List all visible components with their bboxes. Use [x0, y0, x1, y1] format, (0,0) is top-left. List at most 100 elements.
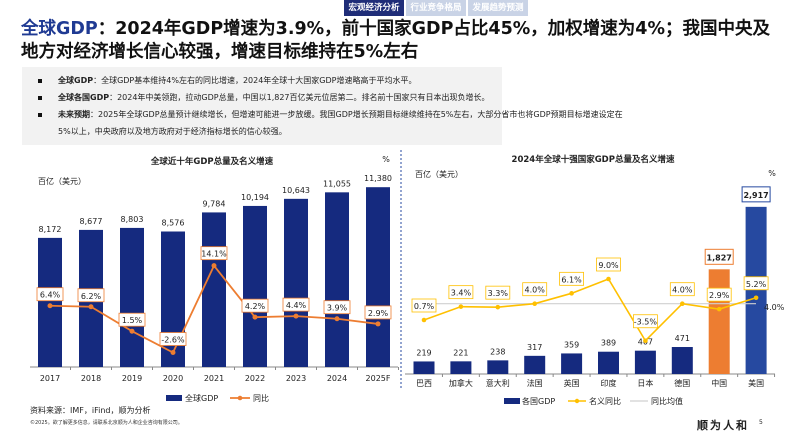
growth-label-box	[669, 282, 695, 297]
growth-label: 14.1%	[201, 250, 227, 259]
growth-point	[88, 304, 94, 310]
average-label: 4.0%	[764, 303, 785, 312]
logo: 顺为人和	[697, 419, 749, 432]
legend-label-average: 同比均值	[651, 396, 683, 406]
growth-point	[129, 328, 135, 334]
growth-label-box	[485, 285, 511, 300]
growth-label: 1.5%	[122, 316, 143, 325]
x-tick-label: 日本	[637, 378, 653, 388]
legend-label-gdp: 全球GDP	[185, 393, 218, 403]
bar-country-gdp	[561, 353, 583, 374]
y2-axis-label: %	[382, 155, 390, 164]
growth-point	[753, 295, 759, 301]
bar-value-label: 221	[453, 348, 468, 357]
x-tick-label: 2017	[40, 374, 60, 383]
bar-value-box	[704, 248, 734, 265]
bar-value-label: 10,194	[241, 193, 269, 202]
bar-value-label: 389	[601, 339, 616, 348]
x-tick-label: 2023	[286, 374, 306, 383]
growth-label-box	[559, 271, 584, 286]
bar-gdp	[202, 212, 226, 367]
x-tick-label: 法国	[527, 378, 543, 388]
x-tick-label: 巴西	[416, 379, 432, 388]
bar-gdp	[120, 227, 144, 367]
growth-label: -3.5%	[634, 318, 658, 327]
bullet-item: 未来预期：2025年全球GDP总量预计继续增长，但增速可能进一步放缓。我国GDP…	[36, 106, 623, 123]
bar-gdp	[38, 237, 62, 367]
growth-point	[170, 350, 176, 356]
bar-country-gdp	[524, 355, 546, 374]
x-tick-label: 2021	[204, 374, 224, 383]
growth-label: 4.0%	[525, 286, 546, 295]
tab-competition[interactable]: 行业竞争格局	[406, 0, 466, 16]
growth-point	[532, 301, 537, 306]
x-tick-label: 2020	[163, 374, 183, 383]
bar-value-label: 8,576	[162, 218, 185, 227]
bar-value-label: 219	[416, 348, 431, 357]
x-tick-label: 中国	[711, 378, 727, 388]
growth-label: 0.7%	[414, 302, 435, 311]
legend-label-gdp: 各国GDP	[522, 396, 555, 406]
growth-point	[716, 306, 722, 312]
bar-value-label: 317	[527, 343, 542, 352]
growth-label: 3.9%	[327, 304, 348, 313]
growth-label: -2.6%	[161, 336, 185, 345]
growth-line	[423, 278, 757, 343]
bar-value-label: 2,917	[743, 191, 768, 200]
title-rest: ：2024年GDP增速为3.9%，前十国家GDP占比45%，加权增速为4%；我国…	[21, 19, 770, 62]
bar-value-label: 8,803	[121, 215, 144, 224]
bar-gdp	[325, 192, 349, 367]
growth-point	[458, 304, 464, 309]
bar-value-label: 8,677	[80, 217, 103, 226]
legend-swatch-gdp	[504, 398, 520, 404]
growth-point	[375, 321, 381, 327]
growth-point	[47, 303, 53, 309]
growth-label-box	[282, 297, 310, 312]
bullet-text: ：2024年中美领跑，拉动GDP总量，中国以1,827百亿美元位居第二。排名前十…	[109, 93, 490, 102]
growth-point	[211, 263, 217, 269]
bar-value-label: 471	[675, 334, 690, 343]
bar-value-label: 1,827	[707, 253, 732, 262]
growth-point	[421, 317, 427, 323]
x-tick-label: 印度	[601, 378, 617, 388]
bar-country-gdp	[708, 269, 730, 374]
growth-point	[495, 304, 501, 310]
growth-label: 3.3%	[488, 289, 509, 298]
bar-country-gdp	[450, 361, 472, 374]
bullet-text: ：全球GDP基本维持4%左右的同比增速，2024年全球十大国家GDP增速略高于平…	[93, 76, 417, 85]
bullet-heading: 全球各国GDP	[58, 93, 110, 102]
chart-title: 全球近十年GDP总量及名义增速	[150, 156, 274, 167]
bar-gdp	[161, 231, 185, 367]
bullet-item: 全球各国GDP：2024年中美领跑，拉动GDP总量，中国以1,827百亿美元位居…	[36, 89, 502, 106]
bar-value-label: 238	[490, 347, 505, 356]
growth-label: 2.9%	[709, 291, 730, 300]
growth-point	[643, 338, 648, 344]
x-tick-label: 英国	[564, 378, 580, 388]
bar-value-label: 359	[564, 340, 579, 349]
growth-label-box	[323, 300, 351, 315]
bar-value-label: 11,380	[364, 174, 392, 183]
page-title: 全球GDP：2024年GDP增速为3.9%，前十国家GDP占比45%，加权增速为…	[21, 18, 786, 64]
growth-point	[252, 314, 258, 320]
tab-trend[interactable]: 发展趋势预测	[468, 0, 528, 16]
section-tabs: 宏观经济分析 行业竞争格局 发展趋势预测	[344, 0, 528, 16]
tab-macro[interactable]: 宏观经济分析	[344, 0, 404, 16]
bar-country-gdp	[745, 206, 767, 374]
growth-label-box	[364, 305, 392, 320]
growth-label: 2.9%	[368, 309, 389, 318]
x-tick-label: 2022	[245, 374, 265, 383]
bar-country-gdp	[598, 351, 619, 374]
bar-value-label: 8,172	[39, 225, 62, 234]
bullet-heading: 全球GDP	[58, 76, 94, 85]
growth-label-box	[241, 298, 269, 313]
growth-label-box	[118, 312, 146, 327]
bar-country-gdp	[671, 347, 693, 374]
growth-point	[293, 313, 299, 319]
growth-label: 6.4%	[40, 291, 61, 300]
growth-point	[606, 276, 611, 282]
growth-point	[680, 301, 685, 306]
bar-country-gdp	[487, 360, 509, 374]
chart-title: 2024年全球十强国家GDP总量及名义增速	[512, 154, 675, 165]
page-number: 5	[759, 419, 763, 426]
